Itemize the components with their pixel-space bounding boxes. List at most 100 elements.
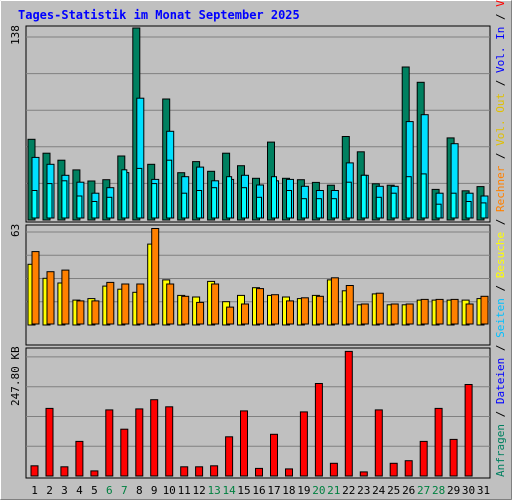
rechner-bar-day-15 xyxy=(241,303,249,325)
right-legend-part-10: Vol. Out xyxy=(494,93,507,146)
seiten-bar-day-2 xyxy=(46,183,53,219)
seiten-bar-day-25 xyxy=(390,192,397,219)
x-tick-label-day-22: 22 xyxy=(342,484,355,497)
volumen-bar-day-15 xyxy=(240,410,248,477)
seiten-bar-day-28 xyxy=(435,203,442,219)
seiten-bar-day-27 xyxy=(420,173,427,219)
volumen-bar-day-13 xyxy=(210,465,219,477)
x-tick-label-day-25: 25 xyxy=(387,484,400,497)
volumen-bar-day-1 xyxy=(30,465,39,477)
right-legend-part-3: / xyxy=(494,338,507,358)
seiten-bar-day-6 xyxy=(106,196,113,219)
seiten-bar-day-13 xyxy=(211,187,218,219)
volumen-bar-day-30 xyxy=(464,384,473,477)
volumen-bar-day-14 xyxy=(225,436,234,477)
x-tick-label-day-5: 5 xyxy=(91,484,98,497)
right-legend-part-4: Seiten xyxy=(494,298,507,338)
x-tick-label-day-13: 13 xyxy=(207,484,220,497)
seiten-bar-day-14 xyxy=(226,176,233,219)
seiten-bar-day-8 xyxy=(136,167,143,219)
rechner-bar-day-20 xyxy=(315,295,324,325)
volumen-bar-day-10 xyxy=(165,406,174,477)
volumen-bar-day-29 xyxy=(449,438,458,477)
volumen-bar-day-22 xyxy=(344,350,353,477)
x-tick-label-day-18: 18 xyxy=(282,484,295,497)
rechner-bar-day-14 xyxy=(226,306,235,325)
rechner-bar-day-22 xyxy=(345,285,354,325)
x-tick-label-day-2: 2 xyxy=(46,484,53,497)
right-legend-part-11: / xyxy=(494,73,507,93)
volume-panel xyxy=(25,347,491,479)
x-axis-day-labels: 1 2 3 4 5 6 7 8 9 10 11 12 13 14 15 16 17 18 19 20 21 22 23 24 2… xyxy=(31,484,490,497)
seiten-bar-day-10 xyxy=(166,159,173,219)
chart-title: Tages-Statistik im Monat September 2025 xyxy=(18,8,300,22)
x-tick-label-day-4: 4 xyxy=(76,484,83,497)
seiten-bar-day-1 xyxy=(31,190,38,219)
rechner-bar-day-8 xyxy=(136,283,145,325)
rechner-bar-day-24 xyxy=(375,292,384,325)
x-tick-label-day-24: 24 xyxy=(372,484,386,497)
volumen-bar-day-18 xyxy=(285,468,293,477)
requests-panel xyxy=(25,25,491,223)
rechner-bar-day-7 xyxy=(121,283,130,325)
rechner-bar-day-21 xyxy=(330,277,339,325)
x-tick-label-day-8: 8 xyxy=(136,484,143,497)
x-tick-label-day-21: 21 xyxy=(327,484,340,497)
seiten-bar-day-21 xyxy=(330,198,337,219)
x-tick-label-day-27: 27 xyxy=(417,484,430,497)
rechner-bar-day-10 xyxy=(166,283,175,325)
volume-panel-background xyxy=(25,347,491,479)
volumen-bar-day-11 xyxy=(180,466,189,477)
right-legend-part-9: / xyxy=(494,146,507,166)
right-legend-part-1: / xyxy=(494,404,507,424)
rechner-bar-day-11 xyxy=(181,295,190,325)
seiten-bar-day-16 xyxy=(256,196,262,219)
rechner-bar-day-26 xyxy=(405,303,414,325)
volumen-bar-day-25 xyxy=(389,462,398,477)
rechner-bar-day-2 xyxy=(46,271,55,325)
volumen-bar-day-12 xyxy=(195,466,204,477)
volumen-bar-day-24 xyxy=(374,409,383,477)
x-tick-label-day-19: 19 xyxy=(297,484,310,497)
right-legend-part-7: / xyxy=(494,212,507,232)
volumen-bar-day-3 xyxy=(60,466,69,477)
volumen-bar-day-23 xyxy=(359,471,368,477)
rechner-bar-day-12 xyxy=(196,301,205,325)
volumen-bar-day-5 xyxy=(90,470,99,477)
rechner-bar-day-28 xyxy=(435,298,444,325)
volumen-bar-day-28 xyxy=(434,407,443,477)
x-tick-label-day-14: 14 xyxy=(222,484,236,497)
right-legend-part-12: Vol. In xyxy=(494,27,507,73)
right-legend-part-6: Besuche xyxy=(494,232,507,278)
seiten-bar-day-18 xyxy=(286,190,292,219)
volumen-bar-day-7 xyxy=(120,428,129,477)
rechner-bar-day-16 xyxy=(256,288,264,325)
x-tick-label-day-9: 9 xyxy=(151,484,158,497)
x-tick-label-day-11: 11 xyxy=(178,484,191,497)
rechner-bar-day-29 xyxy=(450,298,459,325)
rechner-bar-day-27 xyxy=(420,298,429,325)
x-tick-label-day-10: 10 xyxy=(163,484,176,497)
seiten-bar-day-19 xyxy=(300,198,307,219)
rechner-bar-day-9 xyxy=(151,228,160,325)
right-legend: Anfragen / Dateien / Seiten / Besuche / … xyxy=(494,0,507,477)
visits-panel-background xyxy=(25,224,491,346)
seiten-bar-day-30 xyxy=(465,201,472,219)
right-legend-part-0: Anfragen xyxy=(494,424,507,477)
seiten-bar-day-4 xyxy=(76,195,83,219)
rechner-bar-day-25 xyxy=(390,303,399,325)
rechner-bar-day-1 xyxy=(31,251,40,325)
seiten-bar-day-15 xyxy=(241,187,247,219)
x-tick-label-day-20: 20 xyxy=(312,484,325,497)
volumen-bar-day-4 xyxy=(75,440,84,477)
volumen-bar-day-9 xyxy=(150,399,159,477)
seiten-bar-day-26 xyxy=(405,176,412,219)
seiten-bar-day-31 xyxy=(480,202,487,219)
rechner-bar-day-31 xyxy=(480,295,489,325)
volumen-bar-day-16 xyxy=(255,467,263,477)
x-tick-label-day-30: 30 xyxy=(462,484,475,497)
rechner-bar-day-3 xyxy=(61,269,70,325)
seiten-bar-day-5 xyxy=(91,201,98,219)
